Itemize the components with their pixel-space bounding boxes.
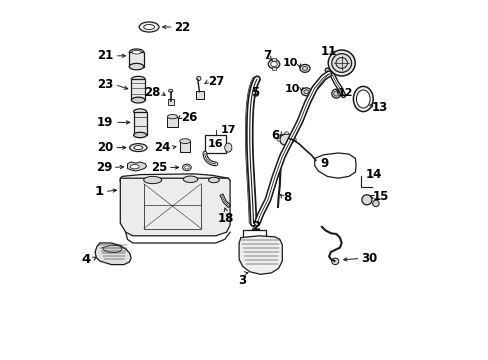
Text: 29: 29 <box>96 161 112 174</box>
Ellipse shape <box>129 49 143 55</box>
Ellipse shape <box>183 176 197 183</box>
Ellipse shape <box>129 63 143 70</box>
Text: 6: 6 <box>271 129 279 141</box>
Ellipse shape <box>333 91 338 96</box>
Text: 11: 11 <box>320 45 336 58</box>
Bar <box>129 52 143 67</box>
Ellipse shape <box>131 76 145 82</box>
Ellipse shape <box>168 89 172 92</box>
Ellipse shape <box>208 177 219 183</box>
Bar <box>272 58 275 61</box>
Bar <box>133 112 146 135</box>
Text: 1: 1 <box>94 185 103 198</box>
Text: 5: 5 <box>250 86 258 99</box>
Ellipse shape <box>331 89 340 98</box>
Bar <box>131 79 145 100</box>
Text: 14: 14 <box>366 168 382 181</box>
Ellipse shape <box>303 90 308 94</box>
Text: 24: 24 <box>154 141 170 154</box>
Ellipse shape <box>356 90 369 108</box>
Text: 10: 10 <box>282 58 297 68</box>
Bar <box>196 91 203 99</box>
Bar <box>168 99 173 105</box>
Text: 18: 18 <box>217 212 233 225</box>
Ellipse shape <box>182 164 191 171</box>
Text: 20: 20 <box>97 141 113 154</box>
Text: 21: 21 <box>97 49 113 62</box>
Polygon shape <box>239 236 282 274</box>
Ellipse shape <box>143 176 162 184</box>
Text: 25: 25 <box>150 161 167 174</box>
Bar <box>204 135 226 153</box>
Ellipse shape <box>143 24 154 30</box>
Bar <box>167 117 177 127</box>
Ellipse shape <box>299 64 309 72</box>
Ellipse shape <box>129 144 146 152</box>
Ellipse shape <box>133 109 146 114</box>
Ellipse shape <box>331 54 351 72</box>
Ellipse shape <box>130 165 139 169</box>
Text: 13: 13 <box>370 101 386 114</box>
Ellipse shape <box>270 62 277 67</box>
Ellipse shape <box>139 22 159 32</box>
Text: 8: 8 <box>283 191 291 204</box>
Ellipse shape <box>167 114 177 119</box>
Ellipse shape <box>353 86 372 112</box>
Ellipse shape <box>268 60 279 69</box>
Ellipse shape <box>372 200 378 207</box>
Bar <box>272 67 275 70</box>
Ellipse shape <box>335 58 347 68</box>
Text: 27: 27 <box>208 75 224 87</box>
Polygon shape <box>120 178 230 236</box>
Text: 17: 17 <box>221 125 236 135</box>
Ellipse shape <box>184 166 189 169</box>
Text: 2: 2 <box>252 220 260 233</box>
Ellipse shape <box>292 138 296 141</box>
Text: 15: 15 <box>371 190 388 203</box>
Polygon shape <box>102 245 122 253</box>
Polygon shape <box>120 174 230 186</box>
Ellipse shape <box>331 258 338 265</box>
Ellipse shape <box>276 138 280 141</box>
Ellipse shape <box>131 97 145 103</box>
Text: 26: 26 <box>181 111 198 123</box>
Polygon shape <box>127 162 146 171</box>
Text: 22: 22 <box>174 21 190 33</box>
Text: 28: 28 <box>144 86 160 99</box>
Ellipse shape <box>133 132 146 138</box>
Polygon shape <box>95 243 131 265</box>
Ellipse shape <box>196 76 201 81</box>
Ellipse shape <box>284 145 288 148</box>
Text: 9: 9 <box>320 157 328 170</box>
Text: 3: 3 <box>238 274 246 287</box>
Text: 10: 10 <box>285 84 300 94</box>
Ellipse shape <box>361 195 371 205</box>
Ellipse shape <box>224 143 231 152</box>
Ellipse shape <box>327 50 354 76</box>
Ellipse shape <box>279 134 293 145</box>
Text: 23: 23 <box>97 78 113 91</box>
Ellipse shape <box>301 88 311 96</box>
Ellipse shape <box>302 66 307 71</box>
Text: 16: 16 <box>207 139 223 149</box>
Text: 12: 12 <box>337 88 352 98</box>
Text: 19: 19 <box>97 116 113 129</box>
Text: 4: 4 <box>81 253 91 266</box>
Text: 30: 30 <box>360 252 376 265</box>
Ellipse shape <box>284 132 288 135</box>
Ellipse shape <box>132 50 141 54</box>
Bar <box>179 141 190 152</box>
Ellipse shape <box>134 146 142 150</box>
Ellipse shape <box>179 139 190 144</box>
Text: 7: 7 <box>263 49 271 62</box>
